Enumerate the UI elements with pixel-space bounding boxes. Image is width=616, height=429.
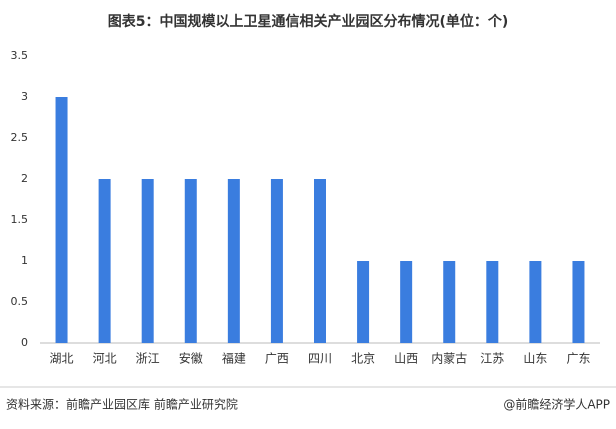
x-tick-label: 福建 — [222, 351, 246, 366]
x-tick-label: 湖北 — [50, 351, 74, 366]
bar — [400, 261, 413, 343]
y-tick-label: 2 — [21, 172, 28, 185]
x-tick-label: 江苏 — [480, 352, 504, 366]
x-tick-label: 四川 — [308, 352, 332, 366]
bar — [55, 97, 68, 343]
y-tick-label: 0.5 — [11, 295, 29, 308]
x-tick-label: 北京 — [351, 352, 375, 366]
bar — [443, 261, 456, 343]
x-tick-label: 山东 — [523, 352, 547, 366]
chart-title: 图表5：中国规模以上卫星通信相关产业园区分布情况(单位：个) — [108, 13, 509, 30]
x-tick-label: 山西 — [394, 352, 418, 366]
x-tick-label: 浙江 — [136, 352, 160, 366]
x-tick-label: 广东 — [566, 352, 590, 366]
x-tick-label: 广西 — [265, 352, 289, 366]
credit: @前瞻经济学人APP — [503, 397, 610, 412]
y-tick-label: 0 — [21, 336, 28, 349]
y-tick-label: 1 — [21, 254, 28, 267]
bar — [529, 261, 542, 343]
x-tick-label: 安徽 — [179, 351, 203, 366]
bar — [314, 179, 326, 343]
bar — [572, 261, 585, 343]
bar — [184, 179, 197, 343]
bar — [270, 179, 283, 343]
bar — [486, 261, 499, 343]
y-tick-label: 1.5 — [11, 213, 29, 226]
bar — [141, 179, 154, 343]
x-tick-label: 河北 — [93, 352, 117, 366]
y-tick-label: 2.5 — [11, 131, 29, 144]
bar — [227, 179, 240, 343]
source: 资料来源：前瞻产业园区库 前瞻产业研究院 — [6, 397, 238, 412]
bar — [98, 179, 111, 343]
bar — [357, 261, 370, 343]
y-tick-label: 3.5 — [11, 49, 29, 62]
x-tick-label: 内蒙古 — [431, 351, 467, 366]
y-tick-label: 3 — [21, 90, 28, 103]
